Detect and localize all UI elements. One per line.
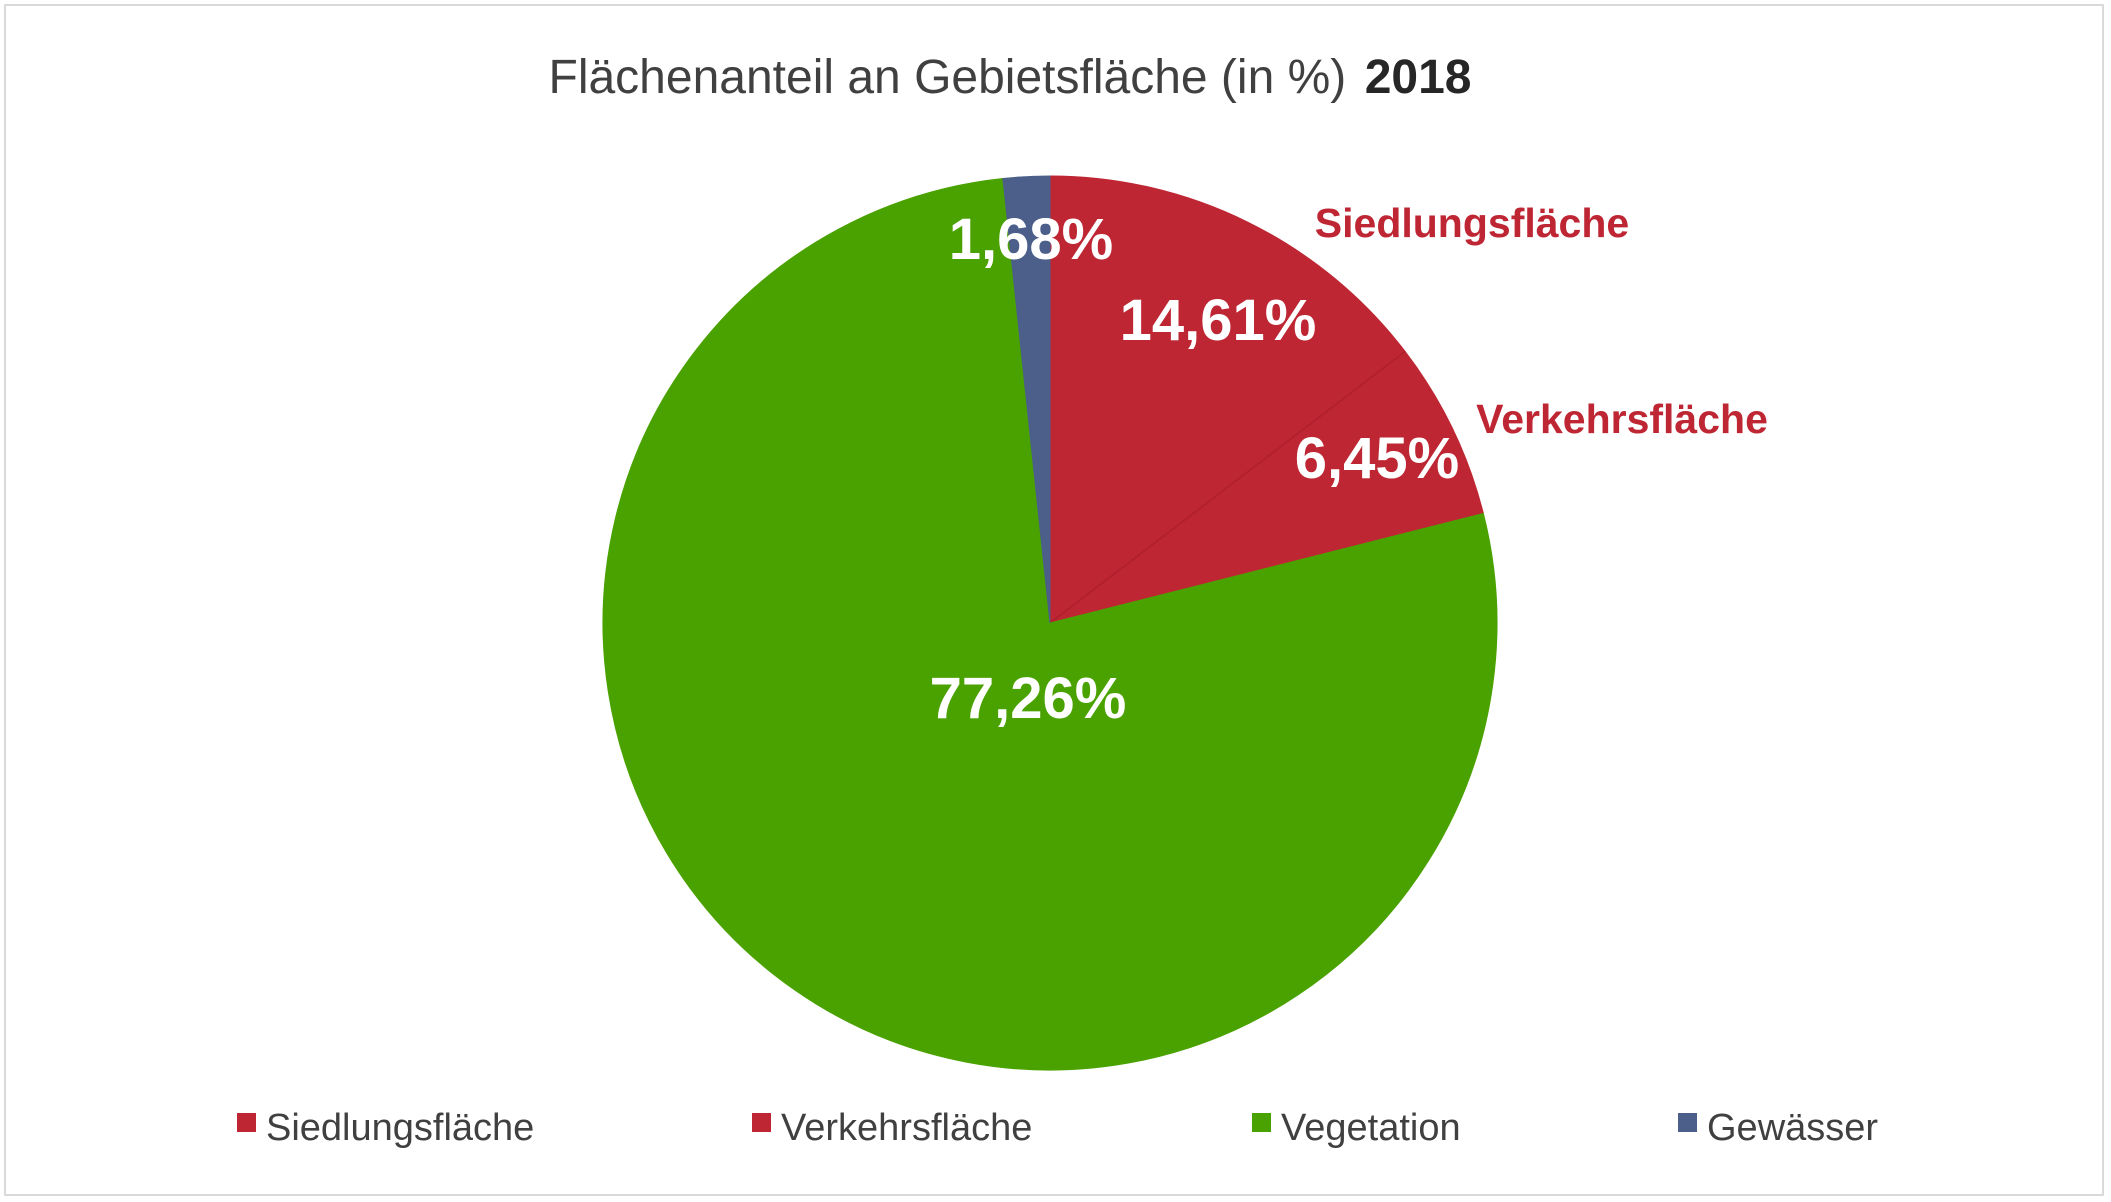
legend-item-vegetation: Vegetation xyxy=(1252,1107,1461,1149)
pie-category-labels: Siedlungsfläche Verkehrsfläche xyxy=(1315,200,1768,442)
legend-item-verkehrsflaeche: Verkehrsfläche xyxy=(752,1107,1032,1149)
legend-swatch-vegetation xyxy=(1252,1113,1271,1132)
category-label-siedlungsflaeche: Siedlungsfläche xyxy=(1315,200,1629,246)
legend-label-vegetation: Vegetation xyxy=(1281,1107,1461,1149)
legend-swatch-siedlungsflaeche xyxy=(237,1113,256,1132)
pie-slice-siedlungsflaeche xyxy=(1049,175,1406,625)
data-label-verkehrsflaeche: 6,45% xyxy=(1295,426,1459,491)
pie-slice-vegetation xyxy=(602,177,1498,1071)
pie-slice-gewaesser xyxy=(1002,175,1051,624)
legend-label-gewaesser: Gewässer xyxy=(1707,1107,1878,1149)
legend-item-gewaesser: Gewässer xyxy=(1678,1107,1878,1149)
chart-title-main: Flächenanteil an Gebietsfläche (in %) xyxy=(549,51,1347,104)
pie-slice-verkehrsflaeche xyxy=(1049,350,1484,624)
data-label-vegetation: 77,26% xyxy=(930,666,1127,731)
pie-slice-separator xyxy=(1049,350,1406,624)
pie-data-labels: 14,61% 6,45% 77,26% 1,68% xyxy=(930,207,1460,731)
category-label-verkehrsflaeche: Verkehrsfläche xyxy=(1476,396,1768,442)
chart-legend: Siedlungsfläche Verkehrsfläche Vegetation G… xyxy=(237,1107,1878,1149)
legend-item-siedlungsflaeche: Siedlungsfläche xyxy=(237,1107,534,1149)
chart-title-year: 2018 xyxy=(1365,51,1472,104)
legend-swatch-verkehrsflaeche xyxy=(752,1113,771,1132)
data-label-siedlungsflaeche: 14,61% xyxy=(1120,288,1317,353)
chart-title: Flächenanteil an Gebietsfläche (in %) 20… xyxy=(549,51,1472,104)
legend-swatch-gewaesser xyxy=(1678,1113,1697,1132)
legend-label-verkehrsflaeche: Verkehrsfläche xyxy=(781,1107,1032,1149)
pie-slices xyxy=(602,175,1498,1071)
data-label-gewaesser: 1,68% xyxy=(949,207,1113,272)
legend-label-siedlungsflaeche: Siedlungsfläche xyxy=(266,1107,534,1149)
